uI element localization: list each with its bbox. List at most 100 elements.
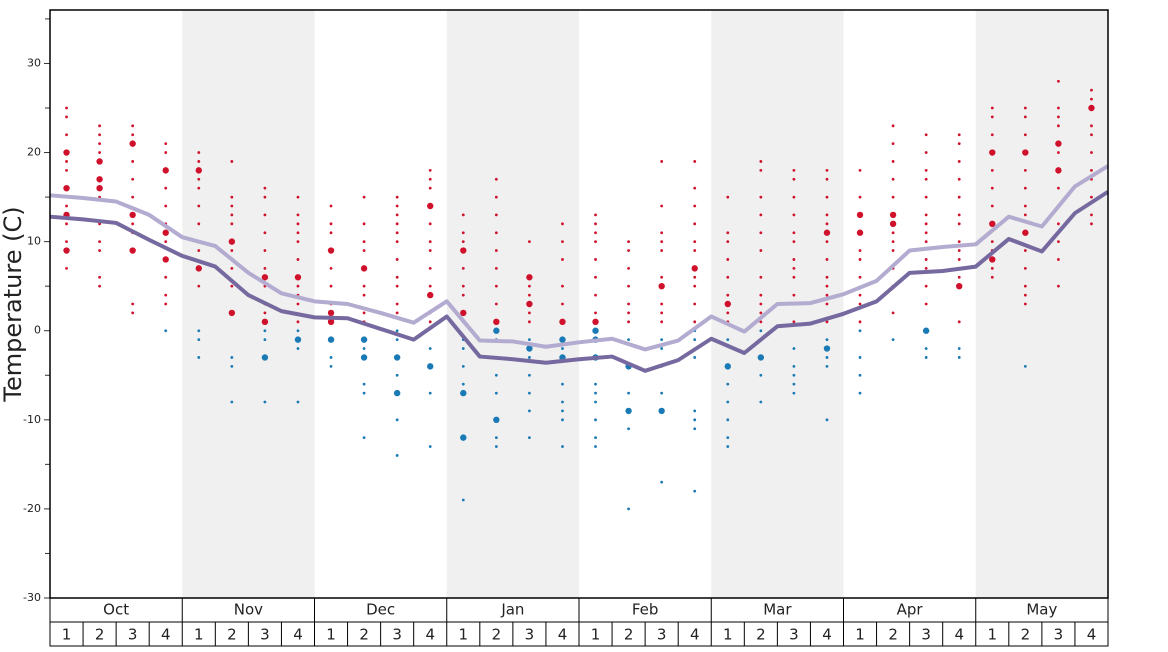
temperature-dot xyxy=(792,293,796,297)
temperature-dot xyxy=(528,356,531,359)
week-label: 2 xyxy=(359,626,369,644)
temperature-dot xyxy=(693,275,697,279)
temperature-dot xyxy=(395,284,399,288)
temperature-dot xyxy=(1055,140,1062,147)
temperature-dot xyxy=(660,347,664,350)
temperature-dot xyxy=(924,258,928,261)
temperature-dot xyxy=(693,222,697,226)
temperature-dot xyxy=(395,240,399,244)
temperature-dot xyxy=(757,354,765,361)
temperature-dot xyxy=(792,347,796,350)
temperature-dot xyxy=(528,391,531,395)
temperature-dot xyxy=(825,293,829,297)
temperature-dot xyxy=(957,213,961,217)
temperature-dot xyxy=(362,195,366,199)
temperature-dot xyxy=(693,302,697,306)
temperature-dot xyxy=(858,356,862,359)
temperature-dot xyxy=(162,167,169,174)
temperature-dot xyxy=(990,115,994,119)
temperature-dot xyxy=(98,249,101,252)
week-label: 2 xyxy=(624,626,634,644)
temperature-dot xyxy=(1023,293,1027,297)
week-label: 4 xyxy=(558,626,568,644)
temperature-dot xyxy=(627,391,630,395)
temperature-dot xyxy=(559,336,566,343)
temperature-dot xyxy=(891,311,895,315)
temperature-dot xyxy=(594,275,597,279)
temperature-dot xyxy=(627,311,630,315)
temperature-dot xyxy=(693,320,697,324)
temperature-dot xyxy=(825,364,829,368)
temperature-dot xyxy=(627,240,630,244)
temperature-dot xyxy=(131,177,135,181)
temperature-dot xyxy=(858,168,862,172)
temperature-dot xyxy=(792,266,796,270)
temperature-dot xyxy=(494,391,498,395)
temperature-dot xyxy=(296,347,300,350)
temperature-dot xyxy=(395,338,399,342)
temperature-dot xyxy=(228,238,236,245)
temperature-dot xyxy=(759,213,763,217)
temperature-dot xyxy=(461,266,465,270)
temperature-dot xyxy=(395,204,399,208)
temperature-dot xyxy=(428,249,432,252)
temperature-dot xyxy=(96,184,103,192)
temperature-dot xyxy=(759,231,763,235)
temperature-dot xyxy=(428,320,432,324)
temperature-dot xyxy=(162,256,169,263)
temperature-dot xyxy=(956,282,963,290)
temperature-dot xyxy=(197,151,201,154)
temperature-dot xyxy=(858,275,862,279)
temperature-dot xyxy=(395,373,399,377)
temperature-dot xyxy=(759,320,763,324)
temperature-dot xyxy=(924,195,928,199)
temperature-dot xyxy=(263,195,267,199)
week-label: 4 xyxy=(161,626,171,644)
y-tick-label: -30 xyxy=(23,591,41,604)
temperature-dot xyxy=(1023,249,1027,252)
temperature-dot xyxy=(96,158,103,165)
temperature-dot xyxy=(594,418,597,422)
temperature-dot xyxy=(825,302,829,306)
temperature-dot xyxy=(594,222,597,226)
temperature-dot xyxy=(759,195,763,199)
temperature-dot xyxy=(327,247,335,254)
temperature-dot xyxy=(989,149,996,156)
temperature-dot xyxy=(693,204,697,208)
temperature-dot xyxy=(428,284,432,288)
temperature-dot xyxy=(526,345,533,352)
temperature-dot xyxy=(825,177,829,181)
temperature-dot xyxy=(329,222,333,226)
temperature-dot xyxy=(594,445,597,448)
temperature-dot xyxy=(726,418,730,422)
temperature-dot xyxy=(759,373,763,377)
temperature-dot xyxy=(327,309,335,317)
temperature-dot xyxy=(627,266,630,270)
temperature-dot xyxy=(660,204,664,208)
temperature-dot xyxy=(693,356,697,359)
temperature-dot xyxy=(329,231,333,235)
temperature-dot xyxy=(858,329,862,333)
temperature-dot xyxy=(131,124,135,128)
temperature-dot xyxy=(990,186,994,190)
month-label: May xyxy=(1026,601,1057,619)
temperature-dot xyxy=(990,106,994,110)
week-label: 4 xyxy=(293,626,303,644)
temperature-dot xyxy=(957,160,961,163)
temperature-dot xyxy=(561,418,564,422)
temperature-dot xyxy=(230,204,234,208)
month-label: Dec xyxy=(366,601,395,619)
temperature-dot xyxy=(197,177,201,181)
temperature-dot xyxy=(428,168,432,172)
temperature-dot xyxy=(691,265,698,272)
temperature-dot xyxy=(989,220,996,228)
temperature-dot xyxy=(197,338,201,342)
temperature-dot xyxy=(693,489,697,493)
temperature-dot xyxy=(494,249,498,252)
week-label: 2 xyxy=(756,626,766,644)
temperature-dot xyxy=(924,177,928,181)
temperature-dot xyxy=(825,168,829,172)
temperature-dot xyxy=(592,318,599,326)
temperature-dot xyxy=(526,274,533,281)
temperature-dot xyxy=(164,329,168,333)
